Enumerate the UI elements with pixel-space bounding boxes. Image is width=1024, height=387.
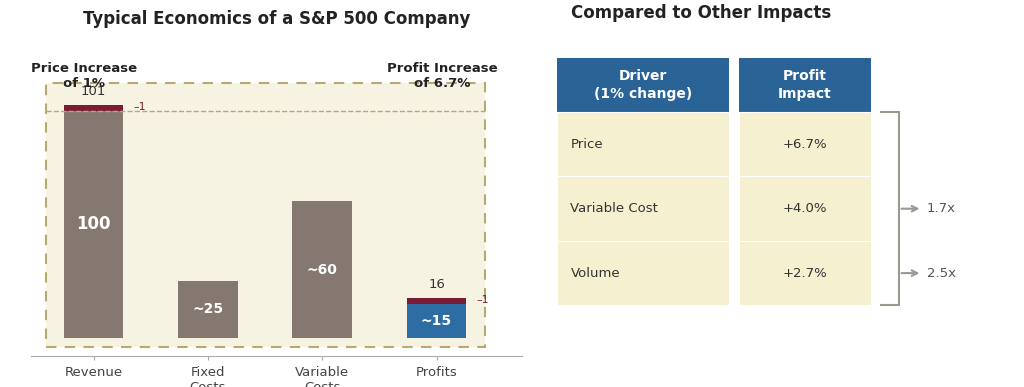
Text: ~15: ~15 <box>421 314 452 328</box>
Text: Compared to Other Impacts: Compared to Other Impacts <box>571 3 831 22</box>
Text: 2.5x: 2.5x <box>927 267 956 280</box>
Text: Profit Increase
of 6.7%: Profit Increase of 6.7% <box>387 62 498 90</box>
Text: +6.7%: +6.7% <box>782 138 826 151</box>
Bar <box>738 58 870 112</box>
Bar <box>738 176 870 241</box>
Bar <box>63 105 123 111</box>
Text: Profit
Impact: Profit Impact <box>777 69 831 101</box>
Text: Price: Price <box>570 138 603 151</box>
Text: Driver
(1% change): Driver (1% change) <box>594 69 692 101</box>
Text: –1: –1 <box>476 295 489 305</box>
Bar <box>738 241 870 305</box>
Bar <box>293 202 352 338</box>
Bar <box>738 112 870 176</box>
Bar <box>178 281 238 338</box>
Bar <box>557 176 729 241</box>
Text: +2.7%: +2.7% <box>782 267 827 280</box>
Bar <box>46 83 484 347</box>
Text: +4.0%: +4.0% <box>782 202 826 215</box>
Text: Volume: Volume <box>570 267 621 280</box>
Bar <box>407 298 466 304</box>
Bar <box>557 112 729 176</box>
Text: 100: 100 <box>77 215 111 233</box>
Bar <box>63 111 123 338</box>
Bar <box>407 304 466 338</box>
Text: Variable Cost: Variable Cost <box>570 202 658 215</box>
Bar <box>557 241 729 305</box>
Title: Typical Economics of a S&P 500 Company: Typical Economics of a S&P 500 Company <box>83 10 470 28</box>
Bar <box>557 58 729 112</box>
Bar <box>46 83 484 347</box>
Text: –1: –1 <box>133 102 146 112</box>
Text: 1.7x: 1.7x <box>927 202 956 215</box>
Text: ~60: ~60 <box>307 263 338 277</box>
Text: ~25: ~25 <box>193 302 223 317</box>
Text: 101: 101 <box>81 85 106 98</box>
Text: Price Increase
of 1%: Price Increase of 1% <box>32 62 137 90</box>
Text: 16: 16 <box>428 278 445 291</box>
